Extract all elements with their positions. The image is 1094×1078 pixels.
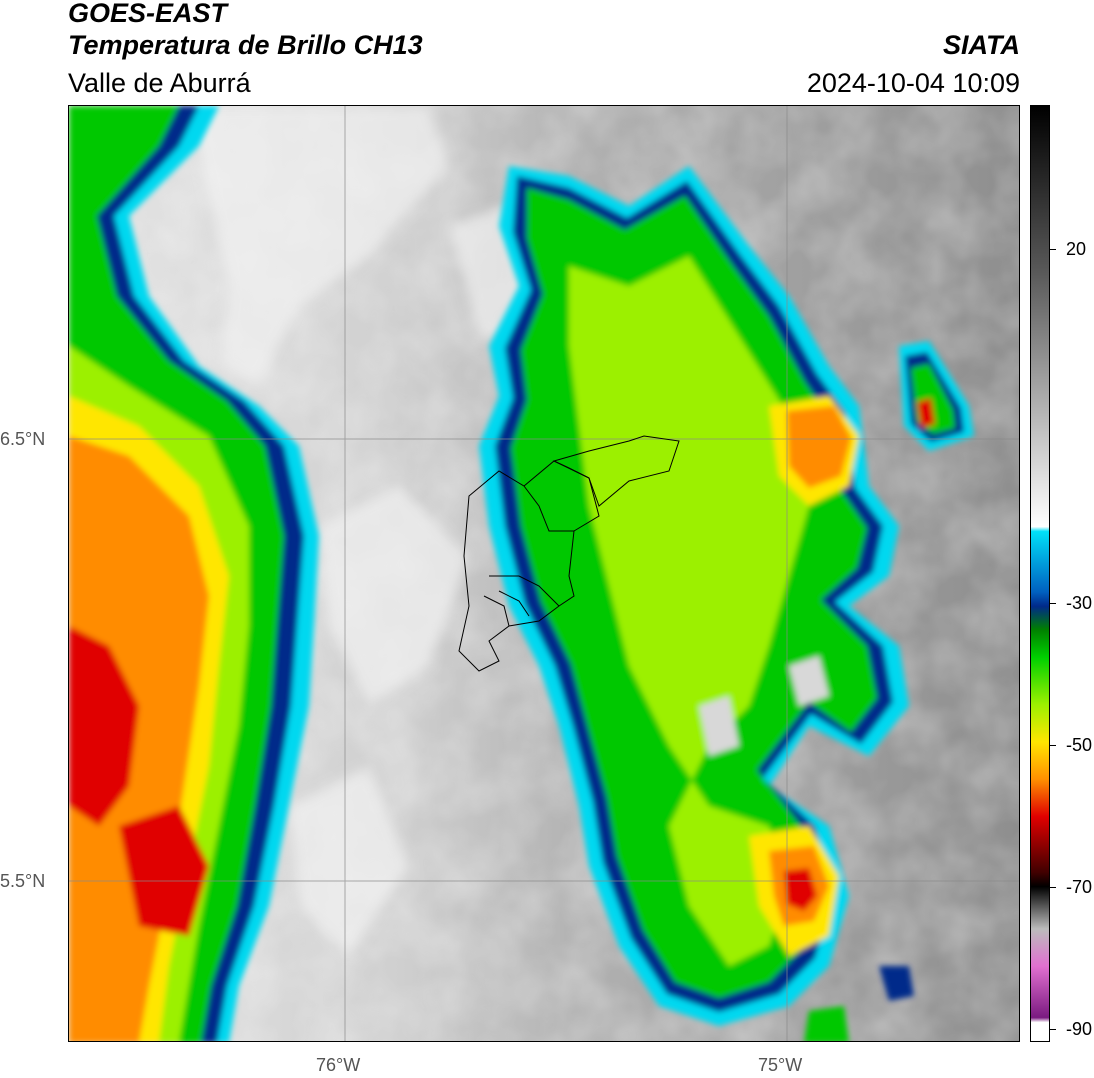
colorbar-label-20: 20 [1066,239,1087,259]
colorbar-label-minus90: -90 [1066,1019,1093,1039]
colorbar-label-minus50: -50 [1066,735,1093,755]
lon-label-76w: 76°W [316,1055,361,1075]
map-canvas [69,106,1019,1041]
lat-label-5-5n: 5.5°N [0,871,46,891]
colorbar-label-minus30: -30 [1066,593,1093,613]
central-storm-complex [479,166,909,1026]
lon-label-75w: 75°W [758,1055,803,1075]
region-label: Valle de Aburrá [68,68,251,98]
colorbar [1030,105,1050,1042]
lat-label-6-5n: 6.5°N [0,429,46,449]
satellite-title: GOES-EAST [68,0,228,28]
colorbar-tick [1050,745,1056,746]
product-title: Temperatura de Brillo CH13 [68,30,423,60]
west-storm-band [69,106,319,1041]
colorbar-tick [1050,603,1056,604]
graticule [69,106,1019,1041]
colorbar-tick [1050,887,1056,888]
colorbar-tick [1050,1029,1056,1030]
municipality-boundaries [458,435,680,672]
colorbar-gradient [1031,106,1049,1041]
colorbar-label-minus70: -70 [1066,877,1093,897]
datetime-label: 2024-10-04 10:09 [806,68,1020,98]
colorbar-tick [1050,249,1056,250]
satellite-map[interactable] [68,105,1020,1042]
east-storm-cell [804,341,974,1041]
agency-label: SIATA [943,30,1020,60]
